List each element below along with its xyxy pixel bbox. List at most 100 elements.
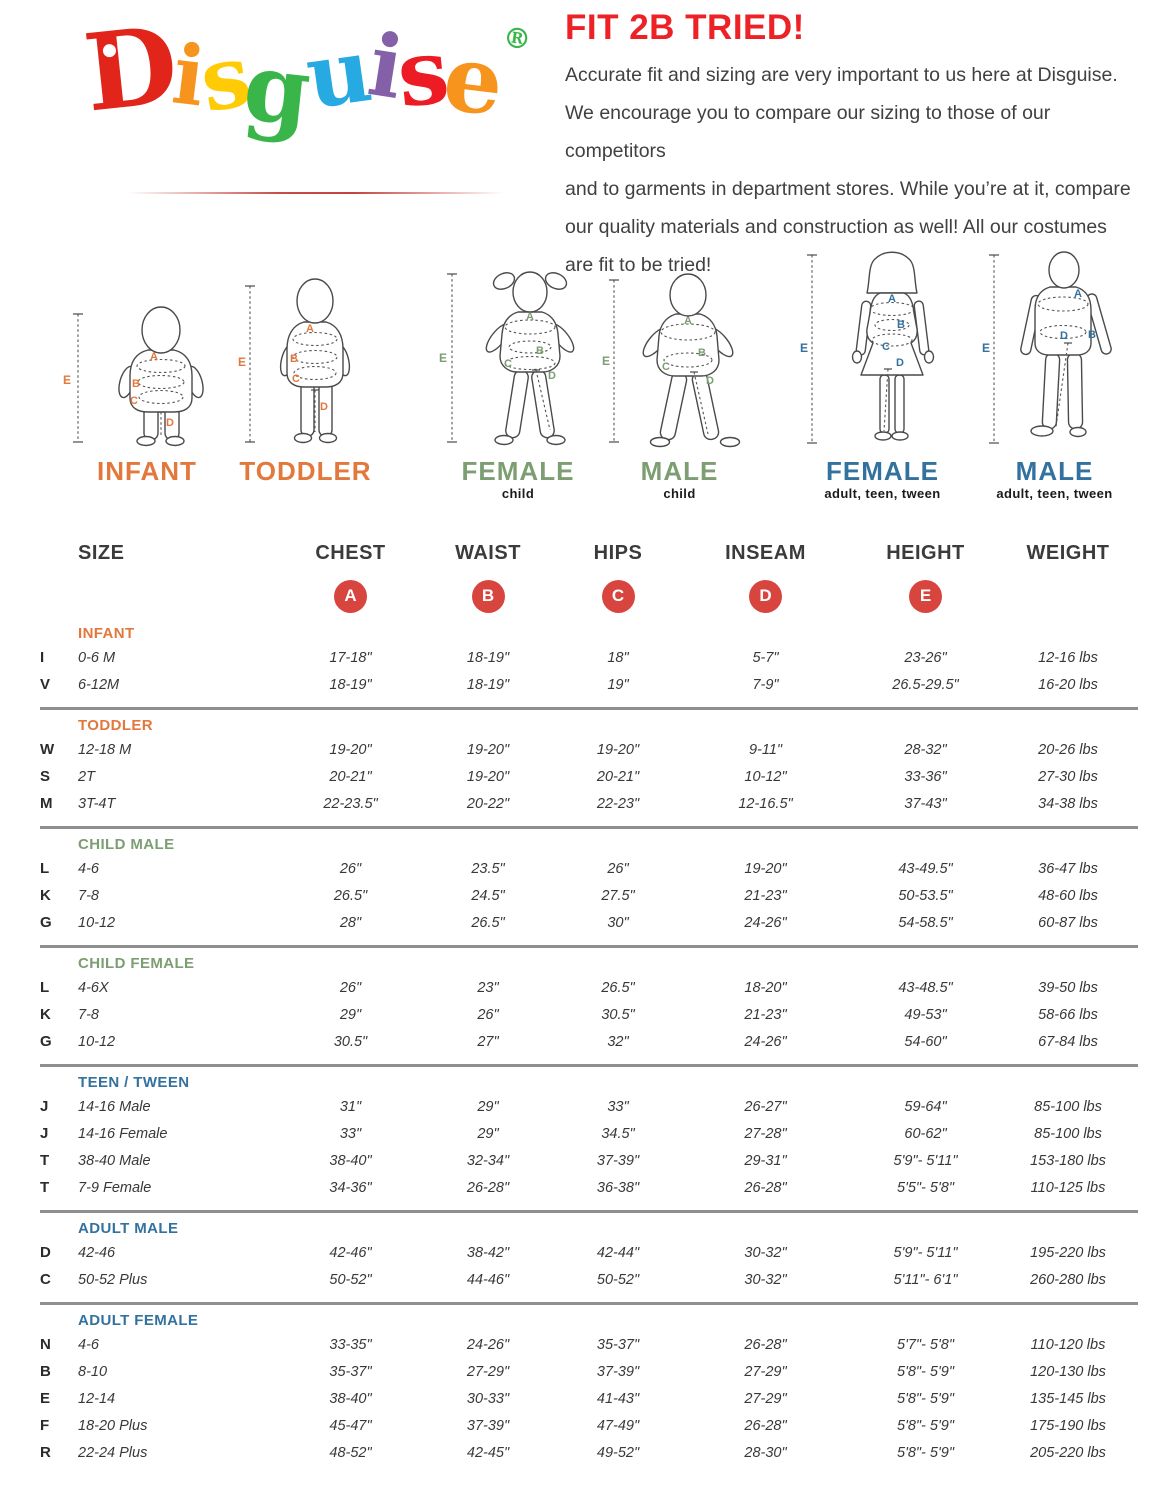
row-size: 18-20 Plus xyxy=(78,1417,148,1434)
row-letter: C xyxy=(40,1271,51,1288)
measure-badge-d: D xyxy=(749,579,782,613)
row-value: 27-29" xyxy=(744,1390,787,1407)
row-size: 38-40 Male xyxy=(78,1152,151,1169)
row-value: 26" xyxy=(477,1006,499,1023)
row-value: 32" xyxy=(607,1033,629,1050)
section-child-male: CHILD MALE L 4-6 26" 23.5" 26" 19-20" 43-49.5" 3… xyxy=(40,829,1138,948)
row-value: 110-125 lbs xyxy=(1030,1179,1106,1196)
row-value: 28-30" xyxy=(744,1444,787,1461)
row-value: 37-39" xyxy=(596,1363,640,1380)
row-value: 19-20" xyxy=(466,741,510,758)
row-value: 19-20" xyxy=(329,741,372,758)
col-header-weight: WEIGHT xyxy=(1026,541,1110,564)
row-value: 27" xyxy=(477,1033,499,1050)
row-value: 10-12" xyxy=(744,768,787,785)
figure-label-infant: INFANT xyxy=(97,456,197,486)
row-value: 41-43" xyxy=(596,1390,640,1407)
row-value: 28-32" xyxy=(904,741,947,758)
table-row: F 18-20 Plus 45-47" 37-39" 47-49" 26-28" 5'8"-… xyxy=(40,1412,1138,1439)
svg-text:B: B xyxy=(1088,329,1096,341)
measure-badge-row: A B C D E xyxy=(40,574,1138,618)
row-value: 5-7" xyxy=(752,649,779,666)
row-value: 26" xyxy=(339,860,362,877)
figure-sublabel-adult-female: adult, teen, tween xyxy=(824,486,941,501)
row-size: 4-6 xyxy=(78,1336,99,1353)
row-letter: J xyxy=(40,1098,49,1115)
row-size: 7-8 xyxy=(78,887,99,904)
table-row: B 8-10 35-37" 27-29" 37-39" 27-29" 5'8"- 5'9" 1… xyxy=(40,1358,1138,1385)
svg-text:D: D xyxy=(706,375,714,387)
row-letter: G xyxy=(40,1033,52,1050)
table-row: I 0-6 M 17-18" 18-19" 18" 5-7" 23-26" 12-16 lbs xyxy=(40,644,1138,671)
row-value: 32-34" xyxy=(466,1152,510,1169)
svg-text:E: E xyxy=(602,354,610,368)
row-size: 8-10 xyxy=(78,1363,108,1380)
section-title-teen-tween: TEEN / TWEEN xyxy=(78,1074,190,1091)
figure-child-female: E A B C D xyxy=(438,264,598,452)
figure-toddler: E A B C D xyxy=(238,274,373,452)
table-row: J 14-16 Female 33" 29" 34.5" 27-28" 60-62" 85-1… xyxy=(40,1120,1138,1147)
row-value: 29" xyxy=(477,1098,499,1115)
col-header-waist: WAIST xyxy=(455,541,521,564)
row-value: 29" xyxy=(477,1125,499,1142)
row-value: 18-19" xyxy=(466,649,510,666)
row-value: 23.5" xyxy=(471,860,505,877)
adult-female-figure-icon: E A B C D xyxy=(800,251,935,444)
row-value: 5'8"- 5'9" xyxy=(897,1363,954,1380)
table-row: W 12-18 M 19-20" 19-20" 19-20" 9-11" 28-32" 20-… xyxy=(40,736,1138,763)
intro-text: Accurate fit and sizing are very importa… xyxy=(565,64,1131,276)
row-value: 26-28" xyxy=(744,1179,787,1196)
row-value: 195-220 lbs xyxy=(1030,1244,1106,1261)
row-value: 31" xyxy=(339,1098,362,1115)
row-letter: V xyxy=(40,676,51,693)
row-size: 4-6X xyxy=(78,979,109,996)
figure-sublabel-child-male: child xyxy=(663,486,696,501)
figure-label-toddler: TODDLER xyxy=(239,456,372,486)
row-value: 27-29" xyxy=(744,1363,787,1380)
row-value: 54-60" xyxy=(904,1033,947,1050)
size-table-sections: INFANT I 0-6 M 17-18" 18-19" 18" 5-7" 23-26" 12-… xyxy=(40,618,1138,1475)
row-value: 153-180 lbs xyxy=(1030,1152,1106,1169)
row-value: 26.5" xyxy=(601,979,635,996)
adult-male-figure-icon: E A B D xyxy=(982,251,1112,444)
row-size: 50-52 Plus xyxy=(78,1271,148,1288)
row-value: 18-19" xyxy=(329,676,372,693)
row-size: 2T xyxy=(78,768,95,785)
registered-mark: ® xyxy=(501,20,534,57)
row-value: 24-26" xyxy=(744,914,787,931)
table-row: N 4-6 33-35" 24-26" 35-37" 26-28" 5'7"- 5'8" 11… xyxy=(40,1331,1138,1358)
figure-label-adult-male: MALE xyxy=(1015,456,1094,486)
row-value: 54-58.5" xyxy=(898,914,953,931)
figure-sublabel-child-female: child xyxy=(501,486,535,501)
section-teen-tween: TEEN / TWEEN J 14-16 Male 31" 29" 33" 26-27" 59… xyxy=(40,1067,1138,1213)
svg-text:A: A xyxy=(1074,288,1082,300)
row-value: 30.5" xyxy=(601,1006,635,1023)
svg-text:E: E xyxy=(800,341,808,355)
row-size: 12-18 M xyxy=(78,741,132,758)
row-value: 17-18" xyxy=(329,649,372,666)
svg-text:C: C xyxy=(662,361,670,373)
row-letter: B xyxy=(40,1363,51,1380)
row-value: 175-190 lbs xyxy=(1030,1417,1106,1434)
row-value: 36-47 lbs xyxy=(1038,860,1098,877)
section-child-female: CHILD FEMALE L 4-6X 26" 23" 26.5" 18-20" 43-48.… xyxy=(40,948,1138,1067)
row-value: 23" xyxy=(477,979,499,996)
row-value: 27-28" xyxy=(744,1125,787,1142)
row-size: 14-16 Male xyxy=(78,1098,151,1115)
row-value: 48-60 lbs xyxy=(1038,887,1098,904)
row-value: 24.5" xyxy=(471,887,505,904)
table-row: R 22-24 Plus 48-52" 42-45" 49-52" 28-30" 5'8"-… xyxy=(40,1439,1138,1466)
size-table: SIZE CHEST WAIST HIPS INSEAM HEIGHT WEIG… xyxy=(40,538,1138,1475)
row-value: 5'7"- 5'8" xyxy=(897,1336,954,1353)
row-letter: W xyxy=(40,741,55,758)
row-value: 26.5-29.5" xyxy=(892,676,959,693)
row-value: 35-37" xyxy=(329,1363,372,1380)
svg-text:D: D xyxy=(1060,330,1068,342)
row-value: 47-49" xyxy=(596,1417,640,1434)
table-row: G 10-12 28" 26.5" 30" 24-26" 54-58.5" 60-87 lbs xyxy=(40,909,1138,936)
row-value: 7-9" xyxy=(752,676,779,693)
row-value: 42-44" xyxy=(596,1244,640,1261)
row-letter: K xyxy=(40,1006,51,1023)
row-letter: K xyxy=(40,887,51,904)
